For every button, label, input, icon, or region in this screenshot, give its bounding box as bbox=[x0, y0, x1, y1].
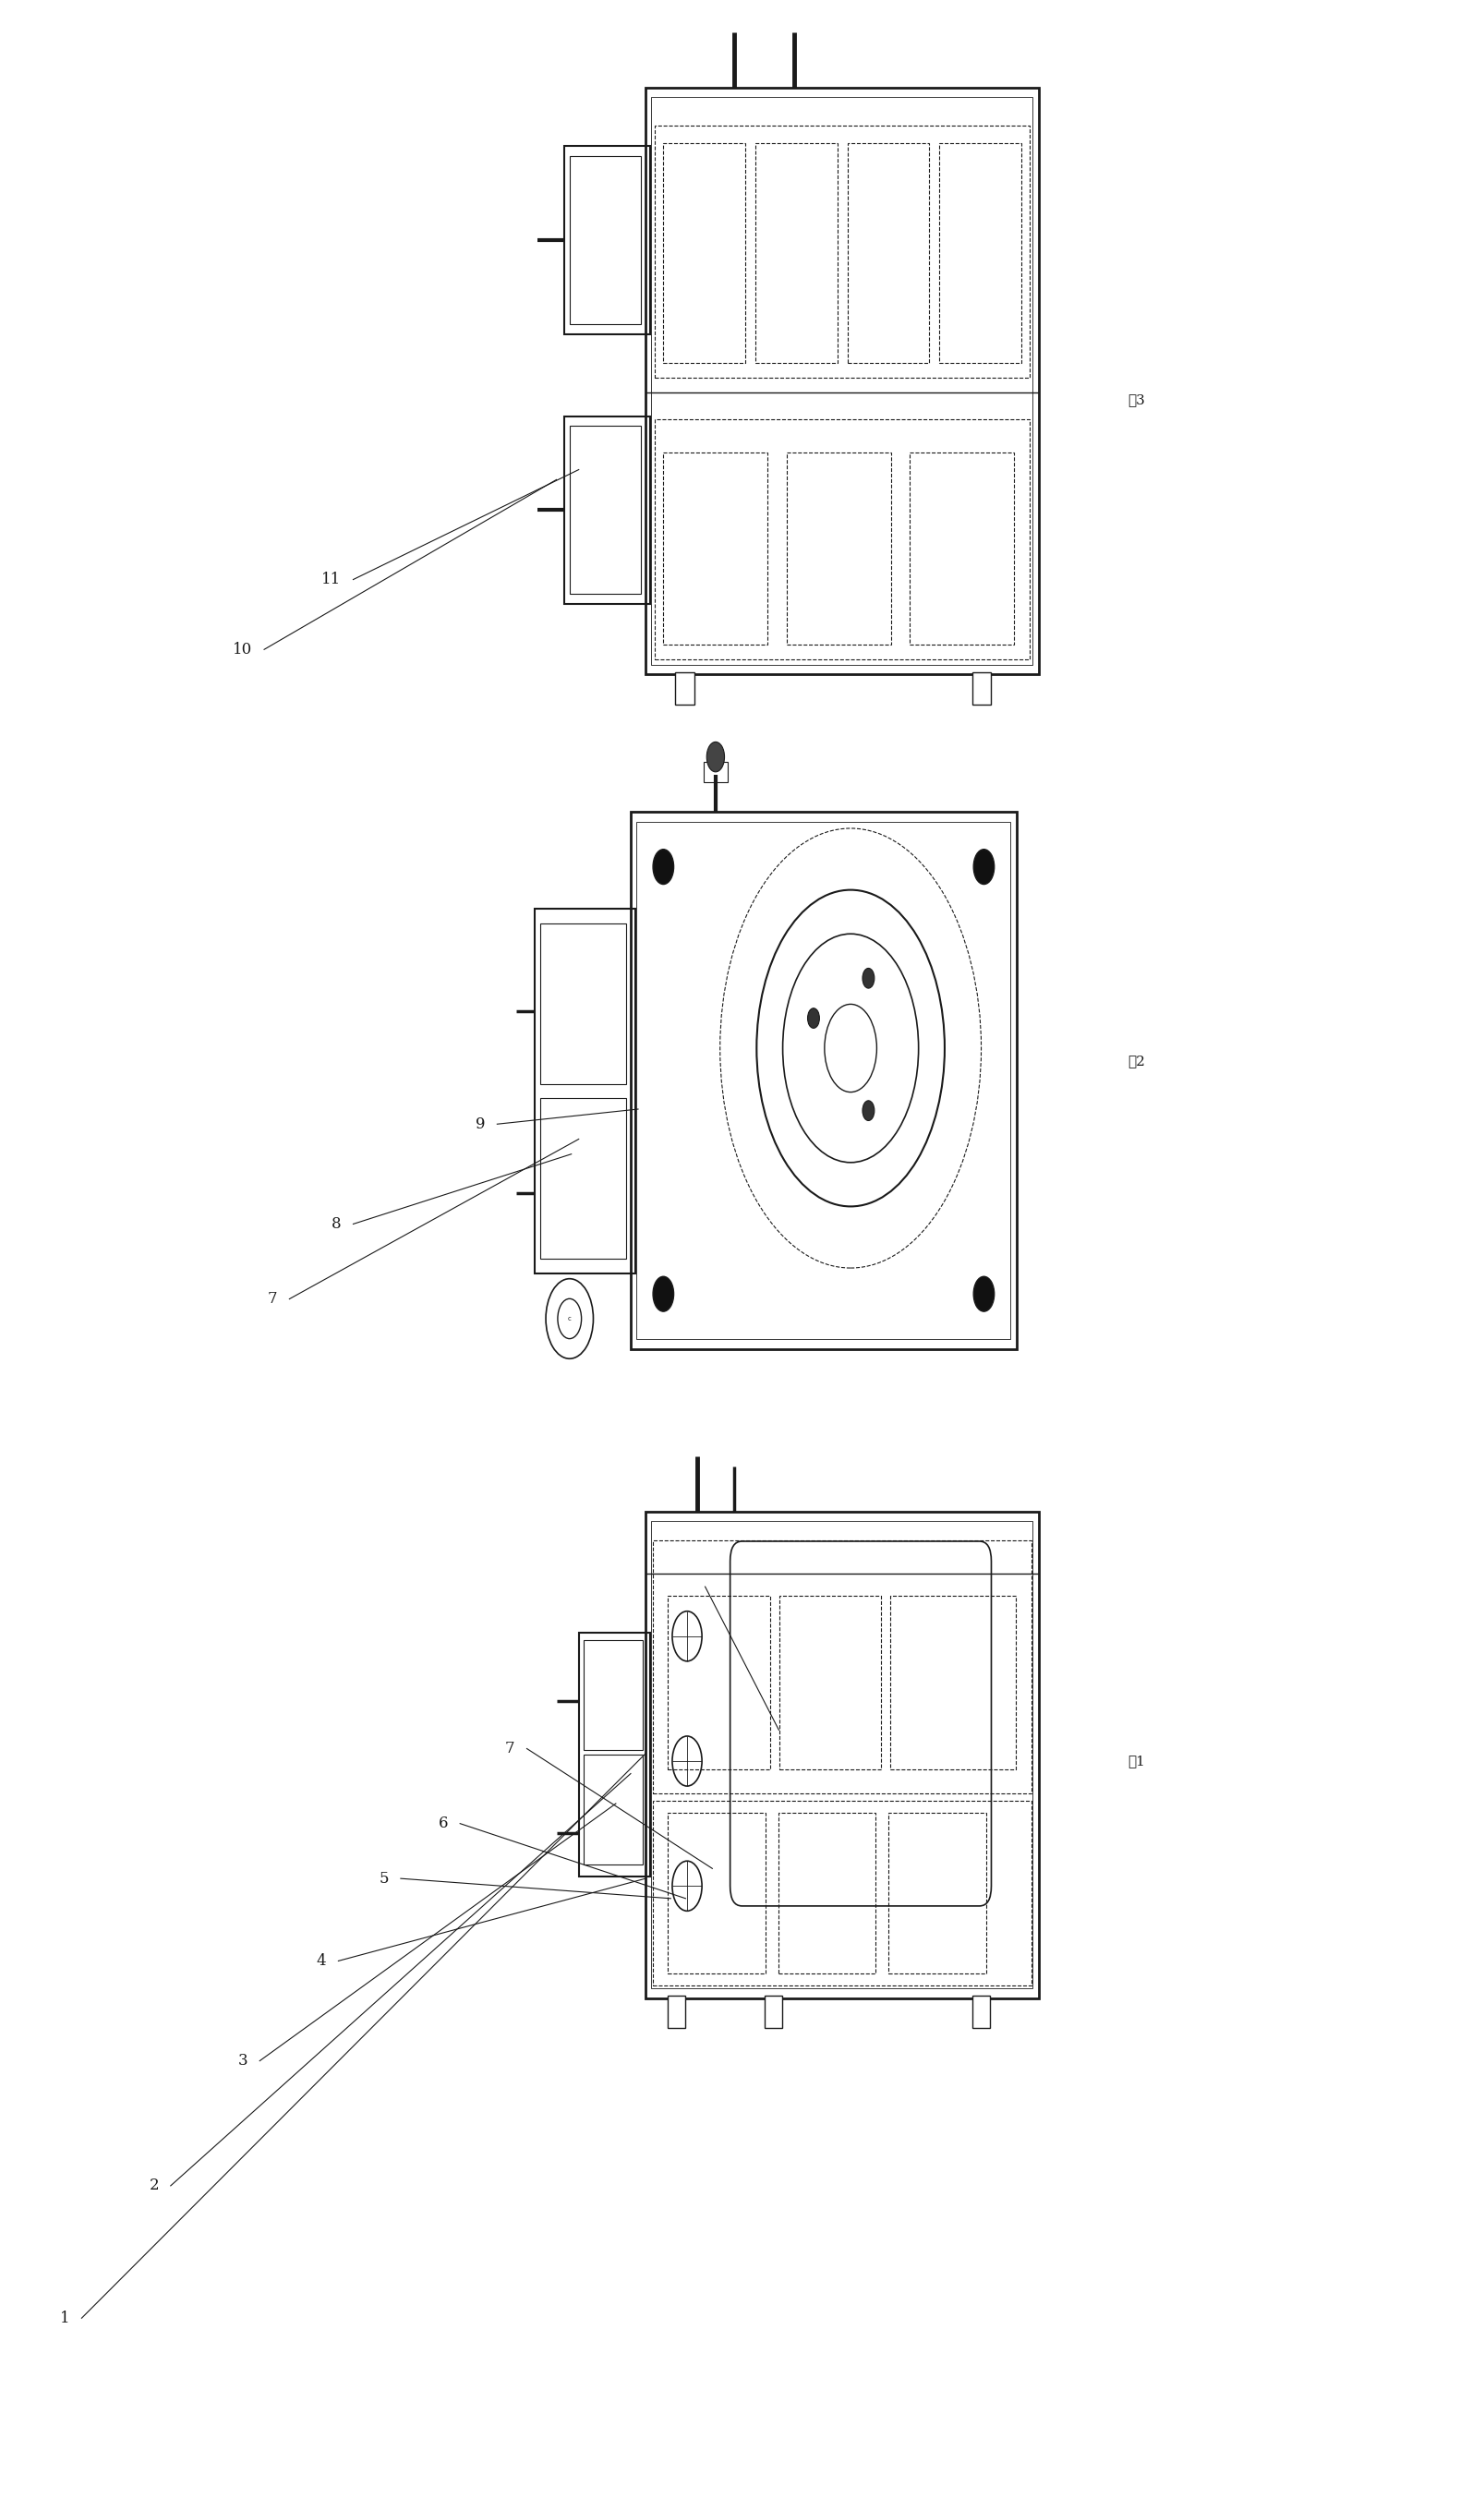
Bar bbox=[534, 909, 635, 1274]
Bar bbox=[663, 142, 745, 362]
Text: 3: 3 bbox=[237, 2053, 248, 2068]
Text: 图2: 图2 bbox=[1128, 1054, 1146, 1069]
Text: 7: 7 bbox=[267, 1291, 278, 1306]
Text: 2: 2 bbox=[148, 2178, 159, 2193]
Bar bbox=[564, 417, 650, 605]
Text: 图3: 图3 bbox=[1128, 392, 1146, 407]
Circle shape bbox=[653, 1276, 674, 1311]
Bar bbox=[787, 452, 890, 644]
Bar bbox=[972, 1996, 990, 2028]
Bar bbox=[564, 147, 650, 335]
Circle shape bbox=[974, 1276, 994, 1311]
Text: 图1: 图1 bbox=[1128, 1754, 1146, 1769]
Circle shape bbox=[862, 1102, 874, 1122]
Bar bbox=[910, 452, 1014, 644]
Bar bbox=[579, 1634, 650, 1876]
Bar bbox=[972, 672, 991, 704]
Text: 4: 4 bbox=[316, 1953, 326, 1968]
Text: c: c bbox=[568, 1316, 571, 1321]
Text: 6: 6 bbox=[438, 1816, 448, 1831]
Bar bbox=[653, 1801, 1031, 1986]
Bar bbox=[668, 1996, 686, 2028]
Text: 11: 11 bbox=[322, 572, 341, 587]
Bar bbox=[540, 924, 626, 1084]
Bar bbox=[651, 97, 1033, 664]
Bar bbox=[646, 87, 1039, 674]
Circle shape bbox=[825, 1004, 877, 1092]
Bar bbox=[653, 1541, 1031, 1794]
Bar bbox=[703, 762, 727, 782]
Bar bbox=[654, 420, 1030, 659]
Bar bbox=[778, 1814, 876, 1973]
Bar bbox=[631, 812, 1017, 1349]
Bar bbox=[663, 452, 767, 644]
Bar bbox=[764, 1996, 782, 2028]
Bar bbox=[779, 1596, 881, 1769]
Bar bbox=[637, 822, 1011, 1339]
Text: 1: 1 bbox=[59, 2311, 70, 2326]
Circle shape bbox=[862, 969, 874, 989]
Bar bbox=[890, 1596, 1015, 1769]
Text: 7: 7 bbox=[505, 1741, 515, 1756]
Circle shape bbox=[807, 1009, 819, 1029]
Bar bbox=[755, 142, 837, 362]
Bar bbox=[668, 1596, 770, 1769]
Bar bbox=[668, 1814, 766, 1973]
Text: 8: 8 bbox=[331, 1217, 341, 1232]
Text: 5: 5 bbox=[378, 1871, 389, 1886]
Bar bbox=[889, 1814, 985, 1973]
Bar bbox=[651, 1521, 1033, 1988]
Bar bbox=[583, 1754, 643, 1864]
Bar bbox=[654, 125, 1030, 377]
Text: 9: 9 bbox=[475, 1117, 485, 1132]
Bar bbox=[583, 1641, 643, 1751]
Bar bbox=[646, 1511, 1039, 1998]
Text: 10: 10 bbox=[233, 642, 252, 657]
Bar bbox=[675, 672, 695, 704]
Circle shape bbox=[653, 849, 674, 884]
Bar bbox=[540, 1099, 626, 1259]
Circle shape bbox=[974, 849, 994, 884]
Bar bbox=[939, 142, 1021, 362]
Bar bbox=[570, 427, 641, 595]
Circle shape bbox=[706, 742, 724, 772]
Bar bbox=[570, 155, 641, 325]
Bar bbox=[847, 142, 929, 362]
